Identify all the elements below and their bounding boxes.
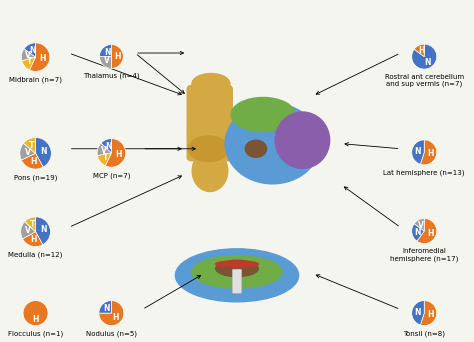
Text: H: H xyxy=(32,315,39,324)
Text: N: N xyxy=(29,46,36,55)
Text: N: N xyxy=(424,58,430,67)
Text: N: N xyxy=(415,227,421,237)
Text: T: T xyxy=(27,57,33,66)
Wedge shape xyxy=(36,217,50,245)
Wedge shape xyxy=(412,44,437,69)
Wedge shape xyxy=(29,43,50,71)
Wedge shape xyxy=(97,143,111,156)
Wedge shape xyxy=(100,44,111,56)
Wedge shape xyxy=(25,217,36,232)
Text: N: N xyxy=(40,147,47,156)
Text: Medulla (n=12): Medulla (n=12) xyxy=(9,252,63,258)
Ellipse shape xyxy=(225,104,320,184)
Text: N: N xyxy=(40,225,46,234)
Text: N: N xyxy=(105,142,112,150)
Text: H: H xyxy=(428,149,434,158)
Text: V: V xyxy=(25,148,30,157)
Ellipse shape xyxy=(216,261,258,267)
Wedge shape xyxy=(100,56,111,68)
Text: V: V xyxy=(419,221,424,230)
Wedge shape xyxy=(23,301,48,326)
Text: Midbrain (n=7): Midbrain (n=7) xyxy=(9,76,62,83)
Text: Rostral ant cerebellum
and sup vermis (n=7): Rostral ant cerebellum and sup vermis (n… xyxy=(385,74,464,87)
Wedge shape xyxy=(420,140,437,165)
Text: V: V xyxy=(104,56,110,65)
Wedge shape xyxy=(23,137,36,153)
Wedge shape xyxy=(101,139,111,153)
Wedge shape xyxy=(99,301,111,313)
Wedge shape xyxy=(24,43,36,57)
Ellipse shape xyxy=(192,74,230,94)
Ellipse shape xyxy=(192,150,228,192)
Ellipse shape xyxy=(188,136,228,162)
Wedge shape xyxy=(417,219,437,244)
Text: Pons (n=19): Pons (n=19) xyxy=(14,174,57,181)
Text: Inferomedial
hemisphere (n=17): Inferomedial hemisphere (n=17) xyxy=(390,248,458,262)
Ellipse shape xyxy=(231,97,295,132)
Text: Thalamus (n=4): Thalamus (n=4) xyxy=(83,73,140,79)
Wedge shape xyxy=(414,44,424,57)
Text: H: H xyxy=(427,228,434,238)
Text: H: H xyxy=(113,313,119,322)
Ellipse shape xyxy=(246,140,266,157)
Wedge shape xyxy=(99,301,124,326)
Text: H: H xyxy=(114,52,121,61)
Wedge shape xyxy=(22,57,36,70)
Ellipse shape xyxy=(175,249,299,302)
Wedge shape xyxy=(36,137,51,167)
Text: H: H xyxy=(30,235,36,244)
Text: H: H xyxy=(30,157,36,166)
Text: H: H xyxy=(418,46,425,55)
Text: T: T xyxy=(30,220,35,229)
Text: Lat hemisphere (n=13): Lat hemisphere (n=13) xyxy=(383,170,465,176)
Wedge shape xyxy=(21,222,36,239)
FancyBboxPatch shape xyxy=(232,269,242,293)
Text: N: N xyxy=(104,48,110,56)
Ellipse shape xyxy=(192,255,282,288)
Wedge shape xyxy=(21,49,36,61)
Text: H: H xyxy=(39,54,46,63)
Wedge shape xyxy=(20,143,36,160)
Wedge shape xyxy=(23,232,43,247)
Ellipse shape xyxy=(216,260,258,277)
Wedge shape xyxy=(412,140,424,164)
Text: N: N xyxy=(103,304,110,313)
Wedge shape xyxy=(111,44,123,68)
Text: V: V xyxy=(101,146,107,155)
Wedge shape xyxy=(97,153,111,166)
Wedge shape xyxy=(412,301,424,325)
Text: T: T xyxy=(29,141,35,150)
Text: Tonsil (n=8): Tonsil (n=8) xyxy=(403,330,445,337)
Text: MCP (n=7): MCP (n=7) xyxy=(92,172,130,179)
Wedge shape xyxy=(414,219,424,231)
Text: T: T xyxy=(103,153,108,162)
Wedge shape xyxy=(420,301,437,326)
Text: H: H xyxy=(115,150,122,159)
Wedge shape xyxy=(105,139,126,167)
Wedge shape xyxy=(21,153,43,169)
Text: V: V xyxy=(25,51,31,60)
Text: V: V xyxy=(25,226,31,235)
Text: H: H xyxy=(428,310,434,319)
Ellipse shape xyxy=(275,112,329,169)
Text: Nodulus (n=5): Nodulus (n=5) xyxy=(86,330,137,337)
FancyBboxPatch shape xyxy=(187,86,232,161)
Text: N: N xyxy=(415,147,421,156)
Text: N: N xyxy=(415,307,421,317)
Text: Flocculus (n=1): Flocculus (n=1) xyxy=(8,330,63,337)
Wedge shape xyxy=(412,224,424,241)
